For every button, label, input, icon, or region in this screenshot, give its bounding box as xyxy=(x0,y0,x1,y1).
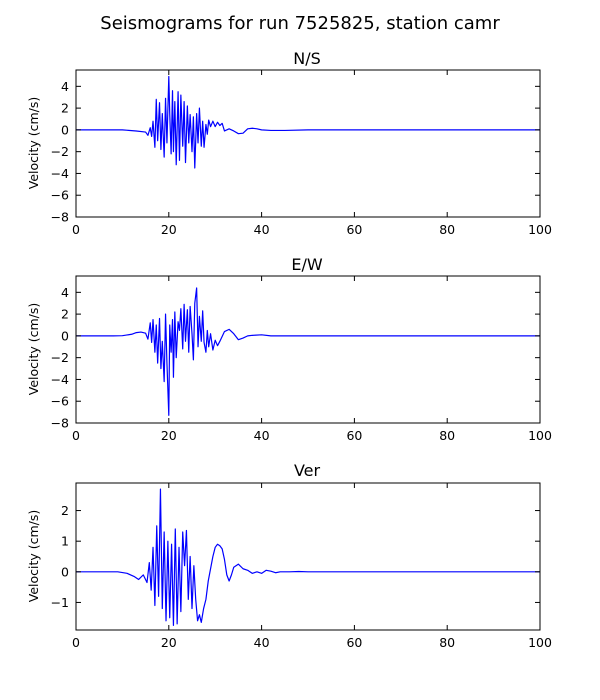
panel-ver-y-tick-label: −1 xyxy=(51,595,69,610)
panel-ver-title: Ver xyxy=(294,461,321,480)
panel-ew-series-line-0 xyxy=(76,287,540,416)
panel-ew-x-tick-label: 20 xyxy=(161,428,177,443)
panel-ns-x-tick-label: 80 xyxy=(439,222,455,237)
panel-ns-title: N/S xyxy=(293,49,321,68)
panel-ns-plot: 0 20 40 60 80 100 −8 −6 −4 −2 0 2 4 xyxy=(51,69,552,237)
panel-ver-x-tick-label: 40 xyxy=(254,635,270,650)
panel-ew-x-tick-label: 0 xyxy=(72,428,80,443)
panel-ew-y-tick-label: −8 xyxy=(51,416,69,431)
panel-ns-y-tick-label: −8 xyxy=(51,210,69,225)
panel-ns-axes-frame xyxy=(75,69,541,218)
panel-ew-axes-frame xyxy=(75,275,541,424)
panel-ns-x-tick-label: 40 xyxy=(254,222,270,237)
figure-title: Seismograms for run 7525825, station cam… xyxy=(100,13,500,34)
panel-ver-y-axis-label: Velocity (cm/s) xyxy=(26,510,41,603)
panel-ns-series-line-0 xyxy=(76,75,540,169)
panel-ver-x-tick-label: 0 xyxy=(72,635,80,650)
panel-ns: 0 20 40 60 80 100 −8 −6 −4 −2 0 2 4 N/S Velocity (cm… xyxy=(26,49,552,237)
panel-ver-series-line-0 xyxy=(76,488,540,627)
panel-ver-x-tick-label: 80 xyxy=(439,635,455,650)
panel-ew-x-tick-label: 100 xyxy=(528,428,552,443)
panel-ns-y-tick-label: −6 xyxy=(51,188,69,203)
panel-ver-x-tick-label: 20 xyxy=(161,635,177,650)
panel-ns-y-tick-label: −4 xyxy=(51,166,69,181)
panel-ns-y-tick-label: 2 xyxy=(61,101,69,116)
panel-ew-title: E/W xyxy=(291,255,323,274)
panel-ew-y-tick-label: −4 xyxy=(51,372,69,387)
panel-ew-x-tick-label: 40 xyxy=(254,428,270,443)
panel-ew-x-tick-label: 80 xyxy=(439,428,455,443)
panel-ns-x-tick-label: 100 xyxy=(528,222,552,237)
panel-ew-y-tick-label: 0 xyxy=(61,328,69,343)
panel-ver-axes-frame xyxy=(75,482,541,631)
panel-ew: 0 20 40 60 80 100 −8 −6 −4 −2 0 2 4 E/W Velocity (cm… xyxy=(26,255,552,443)
panel-ver-y-tick-label: 1 xyxy=(61,534,69,549)
panel-ew-y-tick-label: 2 xyxy=(61,307,69,322)
panel-ver-y-tick-label: 2 xyxy=(61,503,69,518)
panel-ns-y-tick-label: 4 xyxy=(61,79,69,94)
panel-ns-x-tick-label: 20 xyxy=(161,222,177,237)
panel-ew-y-tick-label: −2 xyxy=(51,350,69,365)
panel-ns-x-tick-label: 0 xyxy=(72,222,80,237)
panel-ew-y-axis-label: Velocity (cm/s) xyxy=(26,303,41,396)
panel-ver-x-tick-label: 100 xyxy=(528,635,552,650)
panel-ns-x-tick-label: 60 xyxy=(346,222,362,237)
panel-ver-plot: 0 20 40 60 80 100 −1 0 1 2 xyxy=(51,482,552,650)
panel-ns-y-tick-label: 0 xyxy=(61,122,69,137)
panel-ver: 0 20 40 60 80 100 −1 0 1 2 Ver Velocity (cm/s) xyxy=(26,461,552,650)
panel-ew-plot: 0 20 40 60 80 100 −8 −6 −4 −2 0 2 4 xyxy=(51,275,552,443)
panel-ns-y-axis-label: Velocity (cm/s) xyxy=(26,97,41,190)
panel-ver-y-tick-label: 0 xyxy=(61,564,69,579)
panel-ew-x-tick-label: 60 xyxy=(346,428,362,443)
panel-ew-y-tick-label: −6 xyxy=(51,394,69,409)
panel-ns-y-tick-label: −2 xyxy=(51,144,69,159)
panel-ver-x-tick-label: 60 xyxy=(346,635,362,650)
panel-ew-y-tick-label: 4 xyxy=(61,285,69,300)
